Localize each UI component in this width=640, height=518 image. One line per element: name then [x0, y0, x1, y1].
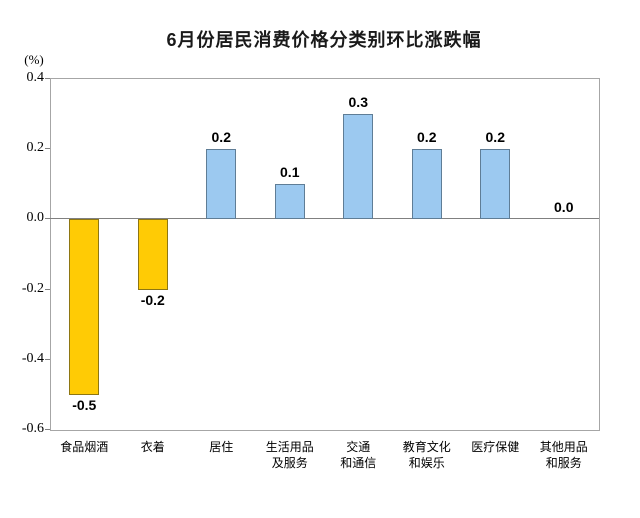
x-category-label-5: 交通 和通信 [340, 440, 377, 470]
y-axis-unit-label: (%) [24, 52, 44, 67]
value-label-2: -0.2 [140, 291, 165, 308]
value-label-5: 0.3 [348, 94, 368, 111]
x-category-label-1: 食品烟酒 [60, 440, 109, 454]
y-tick-label: -0.4 [21, 350, 44, 366]
bar-5 [343, 114, 374, 220]
y-tick-mark [45, 358, 50, 360]
bar-4 [274, 184, 305, 220]
x-category-label-2: 衣着 [140, 440, 165, 454]
y-tick-mark [45, 78, 50, 79]
value-label-7: 0.2 [485, 129, 505, 146]
y-tick-label: 0.2 [26, 140, 45, 156]
y-tick-label: -0.2 [21, 280, 44, 296]
x-category-label-3: 居住 [209, 440, 234, 454]
x-category-label-6: 教育文化 和娱乐 [402, 440, 451, 470]
bar-1 [69, 219, 100, 395]
value-label-6: 0.2 [417, 129, 437, 146]
bar-3 [206, 149, 237, 220]
value-label-3: 0.2 [211, 129, 231, 146]
x-category-label-8: 其他用品 和服务 [539, 440, 588, 470]
value-label-4: 0.1 [280, 164, 300, 181]
y-tick-mark [45, 148, 50, 150]
y-tick-label: 0.0 [26, 210, 45, 226]
x-category-label-4: 生活用品 及服务 [265, 440, 314, 470]
value-label-1: -0.5 [72, 396, 97, 413]
y-tick-mark [45, 218, 50, 220]
bar-6 [411, 149, 442, 220]
y-tick-label: 0.4 [26, 70, 45, 85]
y-tick-label: -0.6 [21, 421, 44, 436]
chart-title: 6月份居民消费价格分类别环比涨跌幅 [166, 30, 482, 50]
value-label-8: 0.0 [554, 199, 574, 216]
x-category-label-7: 医疗保健 [471, 440, 520, 454]
y-tick-mark [45, 288, 50, 290]
y-tick-mark [45, 429, 50, 430]
zero-axis-line [50, 218, 599, 220]
bar-2 [137, 219, 168, 290]
bar-7 [480, 149, 511, 220]
